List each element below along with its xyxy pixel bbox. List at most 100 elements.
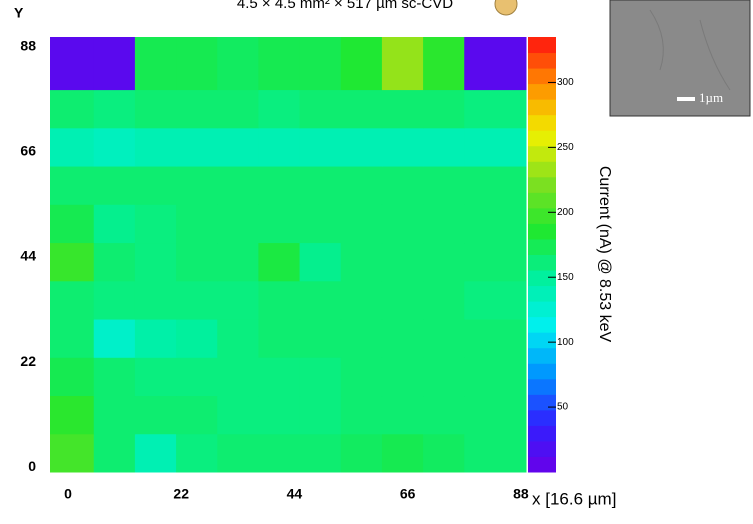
heatmap-cell (134, 319, 177, 358)
chart-title: 4.5 × 4.5 mm² × 517 µm sc-CVD (237, 0, 453, 12)
heatmap-cell (258, 433, 301, 473)
colorbar-band (528, 270, 556, 287)
colorbar-tick-label: 200 (557, 207, 574, 218)
heatmap-cell (176, 89, 218, 129)
heatmap-cell (176, 166, 218, 205)
heatmap-cell (134, 127, 177, 167)
inset-image (609, 0, 751, 117)
heatmap-cell (464, 280, 527, 320)
heatmap-cell (217, 280, 259, 320)
colorbar-tick-label: 50 (557, 402, 569, 413)
heatmap-cell (340, 319, 383, 358)
heatmap-cell (176, 127, 218, 167)
y-tick-label: 0 (28, 458, 36, 474)
heatmap-cell (134, 395, 177, 435)
heatmap-cell (299, 37, 342, 91)
heatmap-cell (381, 433, 424, 473)
heatmap-cell (340, 280, 383, 320)
heatmap-cell (134, 89, 177, 129)
heatmap-cell (134, 242, 177, 282)
heatmap-cell (381, 395, 424, 435)
heatmap-cell (50, 433, 95, 473)
heatmap-cell (217, 37, 259, 91)
heatmap-cell (423, 166, 465, 205)
colorbar-band (528, 332, 556, 349)
x-tick-label: 0 (64, 486, 72, 502)
heatmap-cell (258, 89, 301, 129)
colorbar-tick-label: 250 (557, 142, 574, 153)
heatmap-cell (299, 357, 342, 397)
x-tick-label: 88 (513, 486, 529, 502)
heatmap-cell (340, 357, 383, 397)
heatmap-cell (176, 395, 218, 435)
colorbar-band (528, 363, 556, 380)
colorbar-band (528, 37, 556, 54)
heatmap-cell (50, 127, 95, 167)
heatmap-cell (464, 433, 527, 473)
heatmap-cell (299, 395, 342, 435)
heatmap-cell (340, 242, 383, 282)
heatmap-cell (464, 319, 527, 358)
heatmap-cell (50, 395, 95, 435)
heatmap-cell (176, 433, 218, 473)
heatmap-cell (93, 242, 136, 282)
heatmap-cell (423, 319, 465, 358)
heatmap-cell (340, 204, 383, 244)
heatmap-cell (258, 357, 301, 397)
heatmap-cell (134, 37, 177, 91)
heatmap-cell (299, 242, 342, 282)
heatmap-cell (423, 280, 465, 320)
heatmap-cell (217, 395, 259, 435)
heatmap-cell (50, 204, 95, 244)
colorbar-band (528, 130, 556, 147)
heatmap-cell (464, 242, 527, 282)
colorbar-band (528, 68, 556, 85)
heatmap-cell (464, 204, 527, 244)
heatmap-cell (50, 319, 95, 358)
heatmap-cell (93, 319, 136, 358)
colorbar-band (528, 83, 556, 100)
heatmap-cell (340, 395, 383, 435)
heatmap-cell (217, 319, 259, 358)
heatmap-cell (423, 242, 465, 282)
colorbar-band (528, 285, 556, 302)
heatmap-cell (217, 89, 259, 129)
heatmap-cell (50, 37, 95, 91)
colorbar-band (528, 114, 556, 131)
heatmap-cell (299, 433, 342, 473)
heatmap-cell (381, 319, 424, 358)
colorbar-band (528, 145, 556, 162)
heatmap-cell (217, 242, 259, 282)
heatmap-cell (217, 127, 259, 167)
heatmap-cell (258, 37, 301, 91)
heatmap-cell (176, 204, 218, 244)
heatmap-cell (423, 204, 465, 244)
heatmap-cell (134, 357, 177, 397)
heatmap-cell (340, 89, 383, 129)
inset-scale-bar (677, 97, 695, 101)
colorbar-tick-label: 100 (557, 337, 574, 348)
heatmap-cell (176, 280, 218, 320)
colorbar-band (528, 440, 556, 457)
x-tick-label: 22 (173, 486, 189, 502)
heatmap-cell (93, 166, 136, 205)
heatmap-cell (381, 280, 424, 320)
heatmap-cell (217, 433, 259, 473)
colorbar-band (528, 52, 556, 69)
x-tick-label: 66 (400, 486, 416, 502)
heatmap-cell (340, 37, 383, 91)
colorbar-band (528, 378, 556, 395)
heatmap-cell (258, 395, 301, 435)
colorbar-band (528, 394, 556, 411)
inset-scale-label: 1µm (699, 90, 723, 105)
heatmap-cell (50, 242, 95, 282)
heatmap-cell (93, 357, 136, 397)
inset-texture (649, 9, 731, 91)
heatmap-cell (381, 166, 424, 205)
heatmap-cell (258, 127, 301, 167)
heatmap-cell (176, 37, 218, 91)
heatmap-cell (340, 127, 383, 167)
heatmap-cell (50, 166, 95, 205)
heatmap-cell (93, 204, 136, 244)
